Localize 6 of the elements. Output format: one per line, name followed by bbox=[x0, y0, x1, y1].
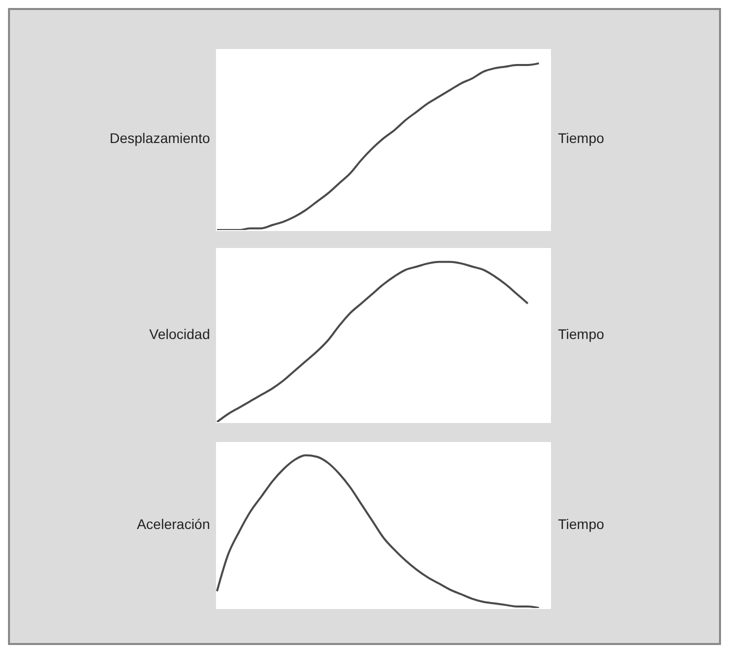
y-axis-title: Aceleración bbox=[136, 516, 210, 532]
y-axis-title: Desplazamiento bbox=[110, 130, 210, 146]
x-axis-title: Tiempo bbox=[558, 326, 604, 342]
y-axis-title: Velocidad bbox=[149, 326, 210, 342]
x-axis-title: Tiempo bbox=[558, 130, 604, 146]
x-axis-title: Tiempo bbox=[558, 516, 604, 532]
